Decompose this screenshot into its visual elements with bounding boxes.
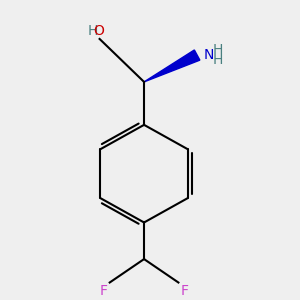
Text: F: F xyxy=(180,284,188,298)
Text: H: H xyxy=(88,23,98,38)
Text: H: H xyxy=(213,53,223,67)
Text: N: N xyxy=(204,48,214,62)
Text: F: F xyxy=(100,284,108,298)
Text: H: H xyxy=(213,43,223,57)
Text: O: O xyxy=(93,23,104,38)
Polygon shape xyxy=(144,50,200,82)
